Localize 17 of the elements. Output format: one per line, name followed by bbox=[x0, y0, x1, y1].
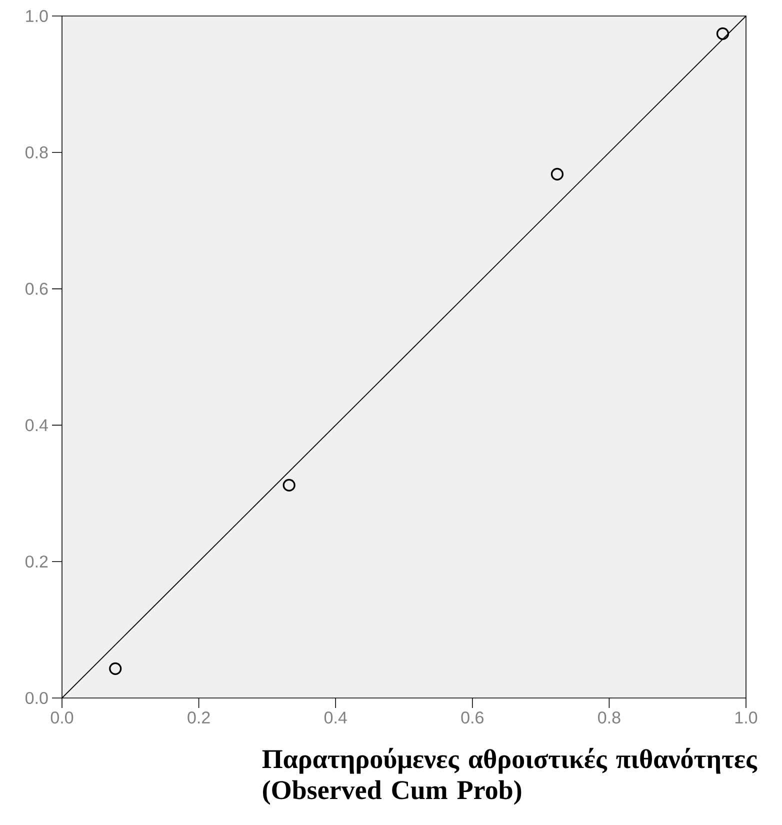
x-tick-label: 0.4 bbox=[324, 712, 347, 724]
x-tick-label: 0.0 bbox=[50, 712, 74, 724]
y-tick-label: 0.2 bbox=[26, 556, 48, 568]
y-tick-label: 0.4 bbox=[26, 419, 48, 432]
y-tick-label: 0.6 bbox=[26, 282, 48, 295]
x-tick-label: 0.2 bbox=[188, 712, 210, 724]
point bbox=[550, 168, 564, 181]
point bbox=[716, 27, 730, 40]
x-tick-label: 0.8 bbox=[598, 712, 620, 724]
x-tick-label: 1.0 bbox=[735, 712, 758, 724]
point bbox=[109, 662, 122, 675]
x-tick-label: 0.6 bbox=[461, 712, 484, 724]
point bbox=[282, 478, 296, 492]
y-tick-label: 0.0 bbox=[26, 692, 48, 704]
y-tick-label: 0.8 bbox=[26, 146, 48, 158]
x-axis-title: Παρατηρούμενες αθροιστικές πιθανότητες (Observed Cum Prob) bbox=[262, 748, 758, 805]
y-tick-label: 1.0 bbox=[26, 10, 48, 22]
